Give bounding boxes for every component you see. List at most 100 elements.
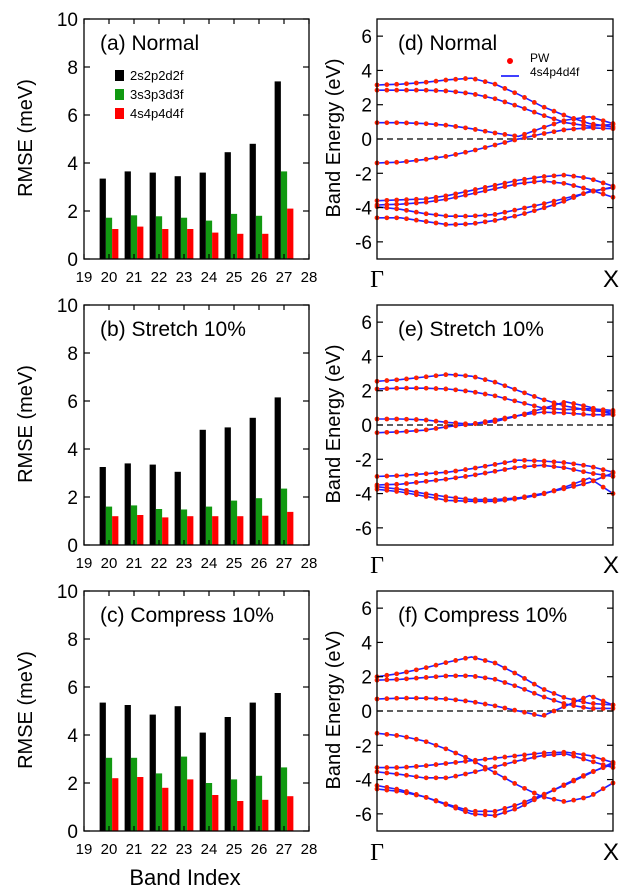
y-tick-label: -2 (355, 164, 372, 185)
pw-point-band-2 (413, 675, 419, 681)
pw-point-band-3 (502, 705, 508, 711)
pw-point-band-3 (413, 120, 419, 126)
bar-2s2p2d2f-23 (174, 471, 181, 545)
pw-point-band-5 (433, 470, 439, 476)
pw-point-band-5 (531, 458, 537, 464)
pw-point-band-2 (404, 676, 409, 682)
pw-point-band-3 (590, 115, 596, 121)
pw-point-band-1 (463, 76, 468, 81)
pw-point-band-6 (531, 754, 537, 760)
bar-3s3p3d3f-22 (155, 216, 163, 259)
pw-point-band-4 (502, 140, 508, 145)
bar-3s3p3d3f-22 (155, 773, 163, 831)
pw-point-band-7 (581, 481, 586, 487)
pw-point-band-8 (384, 487, 390, 493)
pw-point-band-5 (541, 458, 547, 464)
pw-point-band-4 (590, 125, 596, 131)
pw-point-band-1 (502, 86, 508, 91)
x-tick-label: 21 (126, 841, 143, 858)
pw-point-band-4 (394, 159, 400, 165)
pw-point-band-6 (423, 478, 429, 484)
pw-point-band-2 (472, 674, 478, 679)
pw-point-band-7 (502, 809, 508, 815)
pw-point-band-2 (492, 96, 498, 102)
pw-point-band-6 (492, 468, 498, 474)
pw-point-band-5 (590, 754, 596, 760)
pw-point-band-3 (394, 695, 400, 701)
pw-point-band-1 (492, 81, 498, 87)
bar-3s3p3d3f-24 (205, 506, 213, 545)
pw-point-band-1 (453, 76, 459, 82)
k-label-gamma-e: Γ (370, 553, 384, 579)
pw-point-band-1 (443, 372, 449, 378)
pw-point-band-3 (443, 419, 449, 425)
pw-point-band-4 (384, 160, 390, 166)
pw-point-band-6 (531, 463, 537, 469)
pw-point-band-5 (522, 457, 527, 463)
pw-point-band-4 (404, 159, 409, 164)
x-tick-label: 24 (201, 269, 218, 286)
pw-point-band-7 (522, 205, 527, 211)
pw-point-band-6 (482, 766, 488, 772)
x-tick-label: 19 (76, 841, 93, 858)
pw-point-band-8 (551, 202, 557, 207)
plot-frame (83, 304, 310, 546)
pw-point-band-5 (522, 176, 527, 182)
pw-point-band-4 (571, 411, 577, 416)
y-tick-label: 0 (361, 416, 372, 437)
pw-point-band-8 (482, 219, 488, 225)
pw-point-band-5 (600, 180, 606, 186)
pw-point-band-8 (433, 495, 439, 501)
pw-point-band-4 (433, 426, 439, 431)
bar-2s2p2d2f-25 (224, 717, 231, 831)
pw-point-band-6 (551, 179, 557, 185)
pw-point-band-4 (522, 785, 527, 791)
pw-point-band-2 (463, 90, 468, 96)
y-tick-label: 2 (361, 668, 372, 689)
bar-3s3p3d3f-20 (105, 757, 113, 831)
pw-point-band-1 (443, 77, 449, 83)
pw-point-band-4 (581, 125, 586, 131)
pw-point-band-1 (551, 691, 557, 696)
y-tick-label: 0 (67, 822, 78, 843)
pw-point-band-1 (581, 119, 586, 125)
pw-point-band-4 (590, 792, 596, 797)
pw-point-band-2 (453, 673, 459, 679)
pw-point-band-6 (502, 184, 508, 189)
pw-point-band-8 (433, 220, 439, 226)
pw-point-band-6 (502, 467, 508, 472)
pw-point-band-2 (541, 694, 547, 700)
x-tick-label: 26 (251, 841, 268, 858)
pw-point-band-6 (453, 773, 459, 779)
pw-point-band-8 (423, 794, 429, 800)
x-tick-label: 25 (226, 841, 243, 858)
pw-point-band-1 (384, 82, 390, 88)
bar-4s4p4d4f-20 (112, 778, 119, 831)
pw-point-band-1 (394, 377, 400, 383)
pw-point-band-8 (512, 213, 518, 219)
pw-point-band-7 (492, 212, 498, 217)
bar-3s3p3d3f-26 (255, 215, 263, 259)
pw-point-band-2 (522, 400, 527, 406)
pw-point-band-4 (443, 424, 449, 430)
bar-4s4p4d4f-27 (287, 796, 294, 831)
pw-point-band-3 (482, 701, 488, 707)
bar-2s2p2d2f-25 (224, 152, 231, 259)
pw-point-band-8 (551, 488, 557, 493)
pw-point-band-4 (512, 137, 518, 143)
y-tick-label: 8 (67, 630, 78, 651)
pw-point-band-2 (472, 92, 478, 97)
bar-4s4p4d4f-25 (237, 516, 244, 545)
y-tick-label: 2 (67, 202, 78, 223)
pw-point-band-8 (531, 493, 537, 499)
bar-2s2p2d2f-22 (149, 464, 156, 545)
pw-point-band-6 (561, 751, 567, 757)
bar-2s2p2d2f-25 (224, 427, 231, 545)
pw-point-band-8 (404, 216, 409, 222)
pw-point-band-8 (463, 498, 468, 504)
pw-point-band-5 (600, 467, 606, 473)
pw-point-band-8 (600, 484, 606, 490)
legend-label-2s2p2d2f: 2s2p2d2f (130, 68, 184, 83)
pw-point-band-4 (571, 126, 577, 132)
